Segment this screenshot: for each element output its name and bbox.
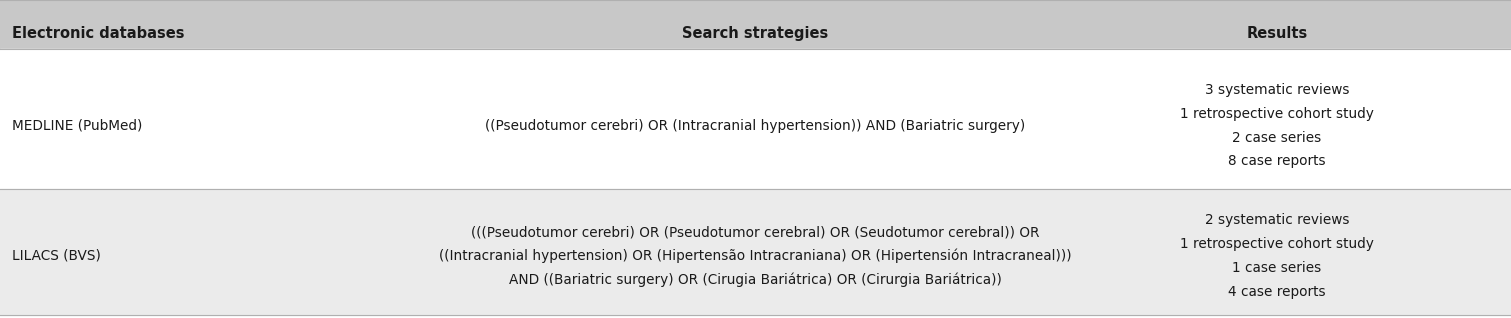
Text: AND ((Bariatric surgery) OR (Cirugia Bariátrica) OR (Cirurgia Bariátrica)): AND ((Bariatric surgery) OR (Cirugia Bar… xyxy=(509,273,1002,287)
Text: MEDLINE (PubMed): MEDLINE (PubMed) xyxy=(12,119,142,133)
Text: 8 case reports: 8 case reports xyxy=(1228,154,1325,169)
Text: 1 case series: 1 case series xyxy=(1231,261,1322,275)
Text: 2 systematic reviews: 2 systematic reviews xyxy=(1204,213,1349,227)
Text: Electronic databases: Electronic databases xyxy=(12,26,184,41)
Text: ((Intracranial hypertension) OR (Hipertensão Intracraniana) OR (Hipertensión Int: ((Intracranial hypertension) OR (Hiperte… xyxy=(440,249,1071,263)
Bar xyxy=(0,0,1511,49)
Text: 2 case series: 2 case series xyxy=(1231,130,1322,145)
Text: 1 retrospective cohort study: 1 retrospective cohort study xyxy=(1180,107,1373,121)
Text: 1 retrospective cohort study: 1 retrospective cohort study xyxy=(1180,237,1373,251)
Text: 4 case reports: 4 case reports xyxy=(1228,285,1325,299)
Bar xyxy=(0,189,1511,315)
Bar xyxy=(0,49,1511,189)
Text: Results: Results xyxy=(1247,26,1307,41)
Text: LILACS (BVS): LILACS (BVS) xyxy=(12,249,101,263)
Text: ((Pseudotumor cerebri) OR (Intracranial hypertension)) AND (Bariatric surgery): ((Pseudotumor cerebri) OR (Intracranial … xyxy=(485,119,1026,133)
Text: 3 systematic reviews: 3 systematic reviews xyxy=(1204,83,1349,97)
Text: (((Pseudotumor cerebri) OR (Pseudotumor cerebral) OR (Seudotumor cerebral)) OR: (((Pseudotumor cerebri) OR (Pseudotumor … xyxy=(471,225,1040,239)
Text: Search strategies: Search strategies xyxy=(683,26,828,41)
